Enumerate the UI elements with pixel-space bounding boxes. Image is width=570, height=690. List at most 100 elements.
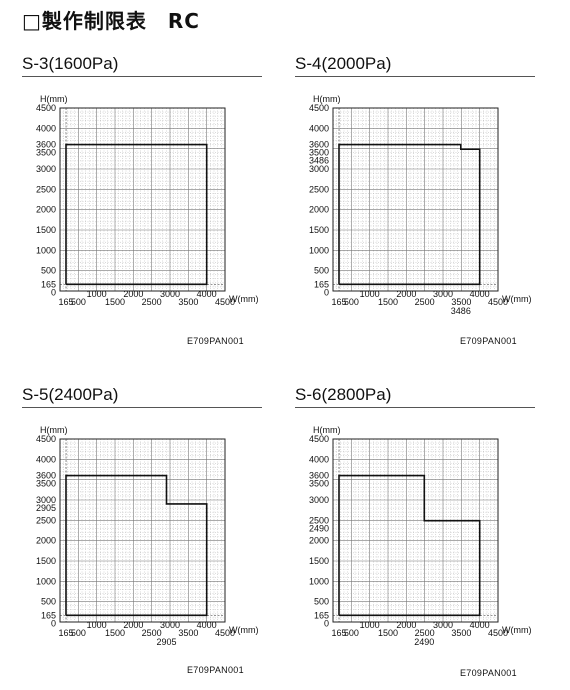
y-tick-label: 3500 [36,479,56,489]
chart-title: S-6(2800Pa) [295,385,392,404]
x-tick-label: 2500 [415,628,435,638]
y-tick-label: 0 [51,618,56,628]
x-tick-label: 165 [332,628,347,638]
y-tick-label: 500 [41,597,56,607]
chart-panel-s3: S-3(1600Pa) H(mm) W(mm) 4500 4000 3600 3500 30… [22,54,272,354]
x-tick-label: 1000 [360,289,380,299]
x-tick-label: 2500 [142,297,162,307]
page-title: □製作制限表 RC [22,9,200,33]
chart-panel-s4: S-4(2000Pa) H(mm) W(mm) 4500 4000 3600 3500 34… [295,54,545,354]
x-tick-label: 500 [71,628,86,638]
x-tick-label: 2000 [123,620,143,630]
x-tick-label: 4500 [215,628,235,638]
y-tick-label: 2500 [309,515,329,525]
y-tick-label: 2000 [36,536,56,546]
y-tick-label: 3000 [309,495,329,505]
chart-s6: H(mm)W(mm)450040003600350030002500249020… [309,425,532,647]
y-axis-label: H(mm) [40,425,68,435]
plot-frame [59,438,226,623]
y-tick-label: 0 [324,618,329,628]
limit-outline [65,474,208,617]
y-tick-label: 3600 [36,140,56,150]
y-tick-label: 2000 [36,205,56,215]
title-underline [295,407,535,408]
y-tick-label: 3600 [36,471,56,481]
x-extra-tick-label: 3486 [451,306,471,316]
x-tick-label: 3500 [451,628,471,638]
y-tick-label: 4000 [36,454,56,464]
x-tick-label: 500 [344,628,359,638]
y-tick-label: 2500 [36,515,56,525]
x-tick-label: 3000 [160,620,180,630]
y-tick-label: 1500 [36,225,56,235]
x-tick-label: 165 [332,297,347,307]
y-tick-label: 1500 [309,556,329,566]
y-tick-label: 500 [314,597,329,607]
y-tick-label: 4500 [36,434,56,444]
y-tick-label: 3600 [309,140,329,150]
x-tick-label: 4500 [488,297,508,307]
x-tick-label: 3000 [160,289,180,299]
y-axis-label: H(mm) [313,425,341,435]
limit-outline [65,143,208,286]
x-axis-label: W(mm) [229,625,258,635]
x-tick-label: 2500 [142,628,162,638]
y-tick-label: 4500 [309,103,329,113]
x-tick-label: 3500 [451,297,471,307]
x-tick-label: 2000 [396,289,416,299]
x-extra-tick-label: 2905 [157,637,177,647]
x-tick-label: 3500 [178,628,198,638]
x-axis-label: W(mm) [502,625,531,635]
limit-outline [338,474,481,617]
plot-frame [59,107,226,292]
y-axis-label: H(mm) [313,94,341,104]
chart-panel-s6: S-6(2800Pa) H(mm) W(mm) 4500 4000 3600 3500 30… [295,385,545,685]
y-tick-label: 1500 [36,556,56,566]
title-underline [22,407,262,408]
x-tick-label: 1000 [87,620,107,630]
y-tick-label: 2905 [36,503,56,513]
x-tick-label: 4000 [197,620,217,630]
x-tick-label: 2500 [415,297,435,307]
x-tick-label: 1500 [378,628,398,638]
x-tick-label: 2000 [396,620,416,630]
y-tick-label: 3500 [36,148,56,158]
x-extra-tick-label: 2490 [414,637,434,647]
y-tick-label: 3486 [309,156,329,166]
x-tick-label: 3500 [178,297,198,307]
chart-panel-s5: S-5(2400Pa) H(mm) W(mm) 4500 4000 3600 3500 30… [22,385,272,685]
y-tick-label: 1000 [309,245,329,255]
title-underline [295,76,535,77]
x-tick-label: 1000 [87,289,107,299]
x-axis-label: W(mm) [229,294,258,304]
y-tick-label: 500 [314,266,329,276]
drawing-code: E709PAN001 [187,336,244,346]
y-tick-label: 0 [324,287,329,297]
x-axis-label: W(mm) [502,294,531,304]
y-tick-label: 3500 [309,479,329,489]
y-tick-label: 3500 [309,148,329,158]
title-underline [22,76,262,77]
y-tick-label: 4000 [309,454,329,464]
y-tick-label: 3600 [309,471,329,481]
y-tick-label: 4500 [309,434,329,444]
y-tick-label: 2000 [309,536,329,546]
drawing-code: E709PAN001 [460,336,517,346]
y-tick-label: 0 [51,287,56,297]
y-tick-label: 500 [41,266,56,276]
y-tick-label: 165 [41,279,56,289]
y-tick-label: 3000 [36,495,56,505]
x-tick-label: 4000 [470,289,490,299]
drawing-code: E709PAN001 [187,665,244,675]
y-axis-label: H(mm) [40,94,68,104]
chart-title: S-5(2400Pa) [22,385,119,404]
plot-frame [332,438,499,623]
y-tick-label: 2000 [309,205,329,215]
x-tick-label: 3000 [433,620,453,630]
y-tick-label: 165 [314,279,329,289]
y-tick-label: 2490 [309,523,329,533]
x-tick-label: 2000 [123,289,143,299]
y-tick-label: 2500 [309,184,329,194]
drawing-code: E709PAN001 [460,668,517,678]
y-tick-label: 1000 [36,576,56,586]
